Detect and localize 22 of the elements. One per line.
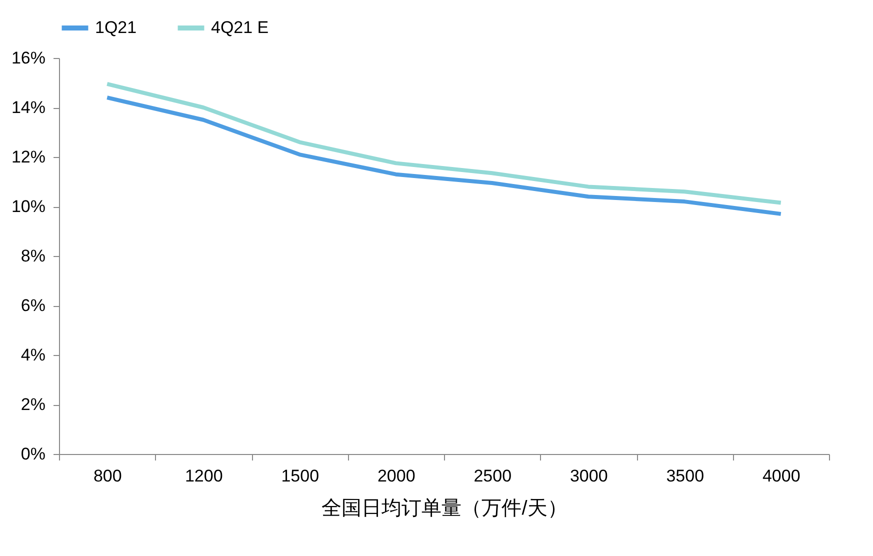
y-tick-label: 14%: [11, 98, 46, 117]
x-tick-label: 3000: [570, 466, 608, 486]
y-tick-label: 12%: [11, 148, 46, 166]
y-tick-label: 4%: [20, 346, 46, 364]
line-series: [105, 96, 783, 216]
line-series: [105, 82, 783, 205]
x-tick-label: 3500: [666, 466, 704, 486]
y-tick-label: 0%: [20, 444, 46, 464]
x-tick-label: 1200: [184, 466, 223, 486]
legend-label: 4Q21 E: [211, 18, 269, 37]
y-tick-label: 8%: [20, 246, 46, 266]
x-axis-title: 全国日均订单量（万件/天）: [322, 498, 568, 520]
y-tick-label: 10%: [11, 197, 46, 216]
x-tick-label: 4000: [762, 466, 800, 486]
x-tick-label: 800: [93, 466, 122, 486]
legend-label: 1Q21: [95, 18, 137, 37]
y-tick-label: 2%: [20, 395, 46, 414]
y-tick-label: 16%: [11, 48, 46, 68]
y-tick-label: 6%: [20, 296, 46, 315]
x-tick-label: 2500: [474, 466, 512, 486]
x-tick-label: 1500: [281, 466, 320, 486]
x-tick-label: 2000: [377, 466, 416, 486]
